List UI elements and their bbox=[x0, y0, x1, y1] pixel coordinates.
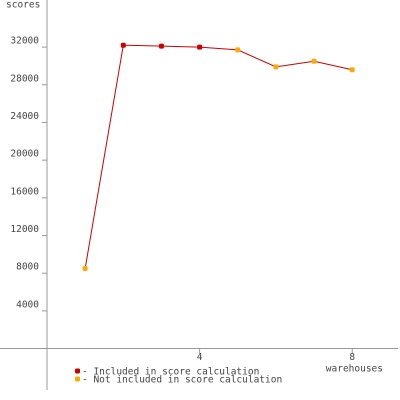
y-tick-label: 32000 bbox=[10, 36, 39, 47]
data-point bbox=[273, 64, 279, 70]
y-tick-label: 24000 bbox=[10, 111, 39, 122]
data-point bbox=[349, 67, 355, 73]
data-point bbox=[120, 42, 126, 48]
x-axis-label: warehouses bbox=[326, 364, 383, 375]
y-tick-label: 28000 bbox=[10, 73, 39, 84]
data-point bbox=[235, 47, 241, 53]
y-tick-label: 20000 bbox=[10, 149, 39, 160]
data-point bbox=[197, 44, 203, 50]
data-point bbox=[158, 43, 164, 49]
y-tick-label: 8000 bbox=[16, 262, 39, 273]
legend-label: - Not included in score calculation bbox=[82, 375, 282, 386]
x-tick-label: 8 bbox=[349, 352, 355, 363]
data-line bbox=[84, 44, 353, 269]
legend-marker bbox=[75, 376, 80, 382]
y-axis-label: scores bbox=[6, 0, 40, 11]
x-tick-label: 4 bbox=[197, 352, 203, 363]
y-tick-label: 12000 bbox=[10, 224, 39, 235]
data-point bbox=[311, 58, 317, 64]
y-tick-label: 4000 bbox=[16, 299, 39, 310]
legend-label: - Included in score calculation bbox=[82, 367, 259, 378]
legend-marker bbox=[75, 368, 80, 374]
data-point bbox=[82, 265, 88, 271]
y-tick-label: 16000 bbox=[10, 186, 39, 197]
